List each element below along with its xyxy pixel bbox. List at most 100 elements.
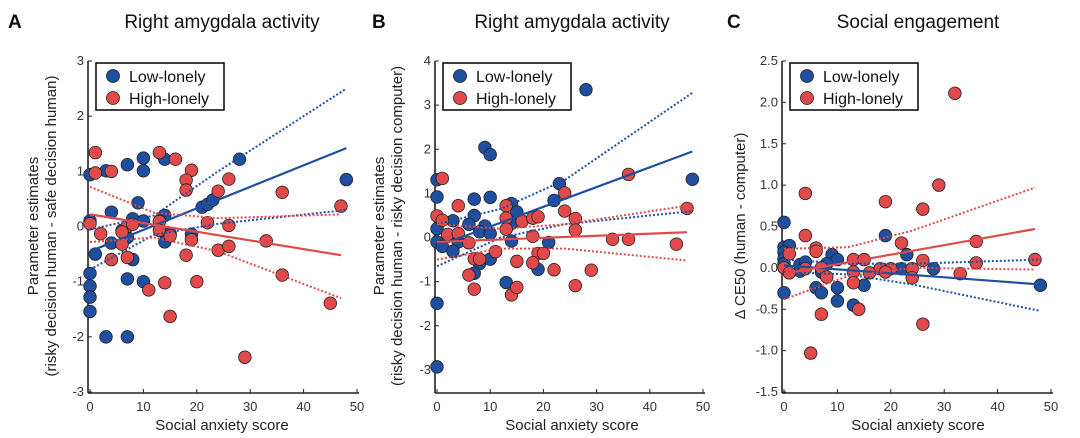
x-tick-label: 0 bbox=[86, 399, 93, 414]
data-point-low bbox=[467, 192, 481, 206]
x-tick-label: 50 bbox=[696, 399, 710, 414]
ci-upper-low bbox=[436, 91, 693, 226]
x-tick-label: 40 bbox=[990, 399, 1004, 414]
x-tick-label: 20 bbox=[884, 399, 898, 414]
y-tick-label: 0 bbox=[424, 230, 431, 245]
data-point-high bbox=[510, 280, 524, 295]
y-tick-label: 0 bbox=[77, 219, 84, 234]
panel-c: C Social engagement Social anxiety score… bbox=[727, 12, 1000, 434]
x-tick-label: 10 bbox=[136, 399, 150, 414]
y-tick-label: -2 bbox=[72, 329, 84, 344]
data-point-high bbox=[878, 194, 893, 209]
data-point-high bbox=[163, 309, 177, 324]
panel-title: Right amygdala activity bbox=[474, 12, 670, 33]
panel-a: A Right amygdala activity Social anxiety… bbox=[8, 12, 320, 434]
y-tick-label: 1.0 bbox=[760, 177, 778, 192]
data-point-high bbox=[190, 274, 204, 289]
data-point-low bbox=[120, 158, 135, 172]
legend-marker-low bbox=[453, 69, 467, 83]
x-tick-label: 40 bbox=[296, 399, 310, 414]
data-point-high bbox=[222, 218, 236, 233]
y-tick-label: 3 bbox=[77, 53, 84, 68]
data-point-low bbox=[483, 190, 497, 205]
data-point-high bbox=[894, 236, 909, 250]
legend: Low-lonely High-lonely bbox=[95, 62, 225, 111]
data-point-high bbox=[323, 296, 338, 310]
data-point-high bbox=[179, 248, 193, 262]
legend-marker-high bbox=[800, 91, 814, 105]
y-tick-label: -1.0 bbox=[756, 343, 778, 358]
data-point-high bbox=[932, 178, 946, 192]
y-tick-label: 1 bbox=[77, 163, 84, 178]
y-tick-label: -1.5 bbox=[756, 384, 778, 399]
data-point-high bbox=[238, 350, 252, 364]
x-tick-label: 30 bbox=[243, 399, 257, 414]
data-point-low bbox=[777, 215, 791, 230]
y-tick-label: -3 bbox=[419, 362, 431, 377]
y-tick-label: 2 bbox=[77, 108, 84, 123]
y-tick-label: 2 bbox=[424, 141, 431, 156]
plot-area: -1.5 -1.0 -0.5 0.0 0.5 1.0 1.5 2.0 2.5 0 10 20 30 40 5… bbox=[756, 53, 1059, 414]
data-point-high bbox=[488, 244, 503, 259]
data-point-high bbox=[852, 302, 866, 316]
x-tick-label: 40 bbox=[643, 399, 657, 414]
data-point-high bbox=[621, 232, 636, 246]
data-point-low bbox=[830, 294, 845, 308]
data-point-low bbox=[579, 82, 593, 97]
data-point-high bbox=[179, 183, 193, 197]
data-point-high bbox=[451, 199, 465, 213]
y-axis-label-line2: (risky decision human - safe decision hu… bbox=[43, 76, 60, 377]
data-point-high bbox=[222, 172, 236, 186]
x-tick-label: 50 bbox=[1044, 399, 1058, 414]
data-point-high bbox=[798, 228, 813, 243]
ci-upper-low bbox=[89, 87, 347, 231]
y-tick-label: -2 bbox=[419, 318, 431, 333]
fit-line-low bbox=[783, 264, 1041, 286]
panel-label: A bbox=[8, 12, 22, 33]
data-point-high bbox=[158, 276, 172, 290]
legend-label: Low-lonely bbox=[476, 69, 552, 86]
data-point-high bbox=[536, 246, 551, 261]
y-axis-label-line1: Parameter estimates bbox=[371, 157, 388, 295]
data-point-low bbox=[136, 164, 151, 178]
x-tick-label: 10 bbox=[830, 399, 844, 414]
data-point-high bbox=[142, 283, 156, 297]
y-axis-label: Δ CE50 (human - computer) bbox=[732, 133, 749, 320]
data-point-high bbox=[557, 204, 572, 218]
y-tick-label: 2.0 bbox=[760, 94, 778, 109]
data-point-low bbox=[83, 290, 97, 304]
panel-label: B bbox=[372, 12, 386, 33]
data-point-high bbox=[568, 278, 583, 293]
data-point-high bbox=[916, 253, 930, 268]
ci-upper-high bbox=[783, 186, 1036, 250]
x-tick-label: 0 bbox=[433, 399, 440, 414]
data-point-high bbox=[211, 184, 225, 198]
legend-label: High-lonely bbox=[823, 91, 903, 108]
x-tick-label: 30 bbox=[937, 399, 951, 414]
data-point-high bbox=[88, 166, 103, 180]
data-point-high bbox=[948, 86, 962, 100]
data-point-high bbox=[435, 213, 450, 228]
data-point-high bbox=[531, 210, 545, 224]
legend-label: High-lonely bbox=[476, 91, 556, 108]
legend-label: High-lonely bbox=[129, 91, 209, 108]
data-point-high bbox=[472, 252, 487, 266]
y-axis-label-line1: Parameter estimates bbox=[25, 157, 42, 295]
y-tick-label: 1 bbox=[424, 185, 431, 200]
y-tick-label: -1 bbox=[72, 274, 84, 289]
data-point-high bbox=[467, 282, 481, 296]
legend-label: Low-lonely bbox=[823, 69, 899, 86]
data-point-low bbox=[430, 190, 444, 204]
data-point-high bbox=[93, 226, 108, 241]
y-tick-label: 1.5 bbox=[760, 136, 778, 151]
data-point-high bbox=[953, 266, 967, 281]
ci-lower-high bbox=[89, 236, 342, 300]
data-point-high bbox=[814, 307, 829, 321]
data-point-high bbox=[275, 268, 289, 282]
data-point-high bbox=[499, 199, 513, 213]
data-point-high bbox=[104, 164, 119, 179]
y-tick-label: 3 bbox=[424, 97, 431, 112]
data-point-high bbox=[969, 234, 983, 249]
data-point-high bbox=[259, 234, 273, 248]
data-point-high bbox=[669, 237, 684, 251]
